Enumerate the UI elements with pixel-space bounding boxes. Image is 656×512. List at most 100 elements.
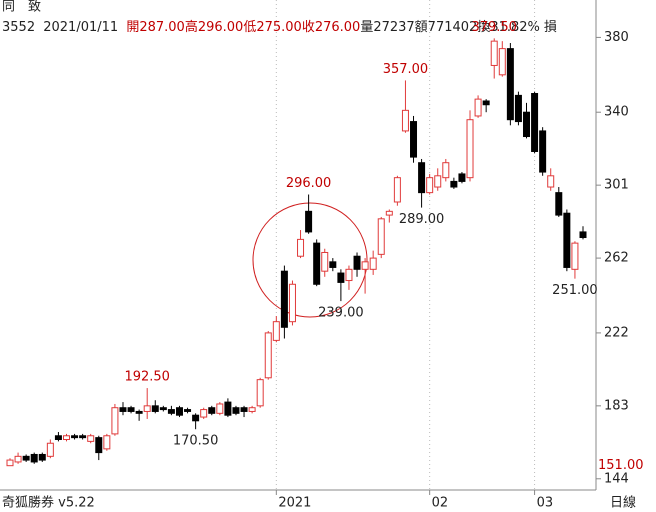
amount: 額771402: [415, 20, 478, 35]
down-body: [79, 435, 87, 439]
down-body: [539, 130, 547, 173]
open: 開287.00: [126, 20, 185, 35]
low-label: 170.50: [173, 434, 219, 449]
down-body: [305, 210, 313, 233]
y-tick-label: 222: [604, 325, 629, 340]
down-body: [38, 453, 46, 461]
high-label: 296.00: [286, 176, 332, 191]
close: 收276.00: [302, 20, 361, 35]
down-body: [410, 121, 418, 158]
y-tick-label: 183: [604, 398, 629, 413]
up-body: [321, 251, 329, 272]
down-body: [151, 405, 159, 412]
up-body: [385, 210, 393, 216]
up-body: [498, 48, 506, 76]
volume: 量27237: [360, 20, 414, 35]
period-label: 日線: [610, 495, 636, 511]
y-tick-label: 380: [604, 30, 629, 45]
up-body: [288, 283, 296, 323]
down-body: [167, 409, 175, 414]
down-body: [175, 407, 183, 416]
down-body: [240, 407, 248, 412]
down-body: [523, 111, 531, 138]
stock-name: 同 致: [2, 0, 41, 15]
up-body: [200, 409, 208, 418]
down-body: [54, 435, 62, 441]
down-body: [506, 48, 514, 121]
up-body: [143, 405, 151, 412]
up-body: [369, 257, 377, 270]
up-body: [490, 40, 498, 66]
code: 3552: [2, 20, 35, 35]
down-body: [313, 242, 321, 285]
high: 高296.00: [185, 19, 244, 35]
down-body: [159, 407, 167, 411]
high-label: 192.50: [124, 370, 170, 385]
down-body: [482, 100, 490, 106]
down-body: [353, 255, 361, 270]
down-body: [224, 401, 232, 416]
quote-line: 3552 2021/01/11 開287.00高296.00低275.00收27…: [2, 19, 557, 35]
up-body: [264, 332, 272, 379]
low: 低275.00: [243, 20, 302, 35]
up-body: [345, 268, 353, 282]
x-tick-label: 03: [537, 496, 554, 511]
up-body: [46, 442, 54, 457]
up-body: [256, 379, 264, 407]
down-body: [555, 192, 563, 216]
down-body: [119, 407, 127, 412]
low-label: 289.00: [399, 212, 445, 227]
down-body: [71, 435, 79, 439]
down-body: [184, 409, 192, 412]
up-body: [547, 175, 555, 188]
turnover: 換31.82%: [477, 20, 540, 35]
down-body: [458, 173, 466, 182]
down-body: [337, 272, 345, 283]
y-tick-label: 144: [604, 471, 629, 486]
up-body: [377, 218, 385, 255]
up-body: [6, 459, 14, 467]
down-body: [232, 407, 240, 414]
high-label: 357.00: [383, 62, 429, 77]
y-tick-label: 301: [604, 178, 629, 193]
down-body: [531, 93, 539, 152]
up-body: [14, 455, 22, 463]
up-body: [62, 435, 70, 441]
down-body: [418, 162, 426, 194]
down-body: [563, 212, 571, 268]
up-body: [401, 109, 409, 132]
y-tick-label: 262: [604, 251, 629, 266]
up-body: [87, 435, 95, 442]
up-body: [466, 119, 474, 179]
down-body: [280, 270, 288, 328]
down-body: [329, 261, 337, 268]
up-body: [434, 175, 442, 188]
y-tick-label: 340: [604, 105, 629, 120]
up-body: [103, 435, 111, 450]
down-body: [95, 437, 103, 454]
down-body: [208, 407, 216, 414]
x-tick-label: 02: [432, 496, 449, 511]
up-body: [393, 177, 401, 203]
high-label: 379.50: [471, 20, 517, 35]
up-body: [111, 407, 119, 435]
down-body: [579, 231, 587, 239]
date: 2021/01/11: [43, 20, 118, 35]
up-body: [248, 407, 256, 412]
x-tick-label: 2021: [278, 496, 311, 511]
cut-item: 損: [544, 20, 557, 35]
down-body: [22, 455, 30, 461]
up-body: [361, 261, 369, 270]
up-body: [426, 177, 434, 194]
down-body: [450, 180, 458, 188]
up-body: [216, 403, 224, 414]
down-body: [192, 414, 200, 422]
down-body: [127, 407, 135, 412]
highlight-circle: [252, 202, 368, 318]
low-label: 251.00: [552, 283, 598, 298]
up-body: [297, 238, 305, 257]
up-body: [571, 242, 579, 270]
software-label: 奇狐勝券 v5.22: [2, 495, 95, 511]
